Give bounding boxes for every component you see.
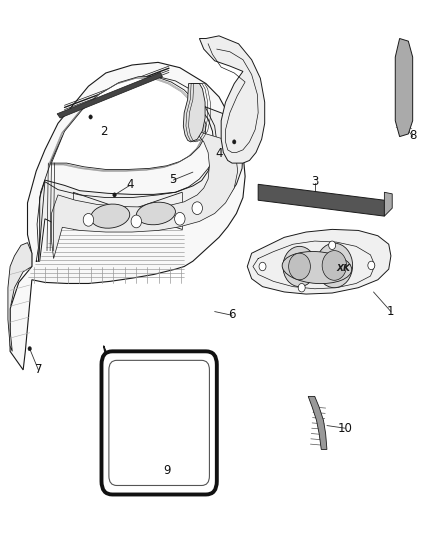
- Text: XK: XK: [336, 264, 350, 272]
- Polygon shape: [247, 229, 391, 294]
- Text: 6: 6: [228, 308, 236, 321]
- Circle shape: [233, 140, 236, 144]
- Text: 5: 5: [170, 173, 177, 185]
- Text: 10: 10: [338, 422, 353, 435]
- Polygon shape: [10, 62, 245, 370]
- Circle shape: [113, 193, 116, 197]
- Circle shape: [192, 202, 202, 215]
- Circle shape: [328, 241, 336, 249]
- Text: 9: 9: [163, 464, 170, 477]
- Circle shape: [316, 243, 353, 288]
- Text: 3: 3: [311, 175, 318, 188]
- Polygon shape: [51, 128, 238, 259]
- Ellipse shape: [136, 202, 176, 225]
- Ellipse shape: [91, 204, 130, 228]
- Text: 1: 1: [387, 305, 395, 318]
- FancyBboxPatch shape: [109, 360, 209, 486]
- Polygon shape: [308, 397, 327, 449]
- Circle shape: [131, 215, 141, 228]
- Polygon shape: [199, 36, 265, 163]
- Polygon shape: [51, 77, 206, 169]
- Polygon shape: [395, 38, 413, 136]
- Polygon shape: [39, 102, 243, 261]
- Circle shape: [322, 251, 346, 280]
- Polygon shape: [258, 184, 385, 216]
- Polygon shape: [385, 192, 392, 216]
- Polygon shape: [184, 84, 205, 142]
- Circle shape: [175, 213, 185, 225]
- Polygon shape: [57, 72, 162, 118]
- Text: 2: 2: [100, 125, 107, 138]
- Circle shape: [289, 253, 311, 280]
- Text: 7: 7: [35, 364, 42, 376]
- Ellipse shape: [282, 252, 352, 284]
- Circle shape: [259, 262, 266, 271]
- Text: 4: 4: [126, 178, 134, 191]
- FancyBboxPatch shape: [102, 351, 217, 495]
- Circle shape: [298, 284, 305, 292]
- Circle shape: [368, 261, 375, 270]
- Polygon shape: [8, 243, 32, 351]
- Text: 8: 8: [409, 128, 417, 141]
- Circle shape: [283, 246, 316, 287]
- Circle shape: [28, 346, 32, 351]
- Text: 4: 4: [215, 147, 223, 160]
- Circle shape: [83, 214, 94, 226]
- Circle shape: [89, 115, 92, 119]
